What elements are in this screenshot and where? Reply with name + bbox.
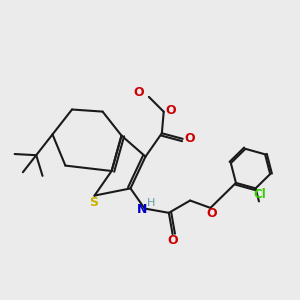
Text: O: O — [167, 234, 178, 247]
Text: S: S — [89, 196, 98, 209]
Text: O: O — [133, 86, 144, 99]
Text: N: N — [136, 203, 147, 216]
Text: Cl: Cl — [253, 188, 266, 201]
Text: O: O — [165, 104, 175, 117]
Text: O: O — [184, 132, 195, 145]
Text: H: H — [146, 198, 155, 208]
Text: O: O — [207, 207, 217, 220]
